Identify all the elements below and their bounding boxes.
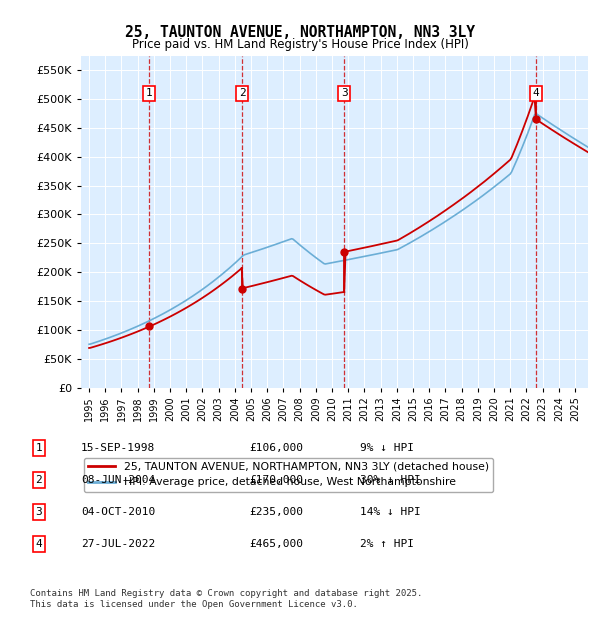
Text: 27-JUL-2022: 27-JUL-2022 — [81, 539, 155, 549]
Text: 08-JUN-2004: 08-JUN-2004 — [81, 475, 155, 485]
Text: £106,000: £106,000 — [249, 443, 303, 453]
Text: 4: 4 — [532, 88, 539, 99]
Text: 3: 3 — [341, 88, 347, 99]
Text: 2: 2 — [239, 88, 245, 99]
Legend: 25, TAUNTON AVENUE, NORTHAMPTON, NN3 3LY (detached house), HPI: Average price, d: 25, TAUNTON AVENUE, NORTHAMPTON, NN3 3LY… — [84, 458, 493, 492]
Text: Contains HM Land Registry data © Crown copyright and database right 2025.
This d: Contains HM Land Registry data © Crown c… — [30, 590, 422, 609]
Text: 9% ↓ HPI: 9% ↓ HPI — [360, 443, 414, 453]
Text: 15-SEP-1998: 15-SEP-1998 — [81, 443, 155, 453]
Text: 25, TAUNTON AVENUE, NORTHAMPTON, NN3 3LY: 25, TAUNTON AVENUE, NORTHAMPTON, NN3 3LY — [125, 25, 475, 40]
Text: 04-OCT-2010: 04-OCT-2010 — [81, 507, 155, 517]
Text: 30% ↓ HPI: 30% ↓ HPI — [360, 475, 421, 485]
Text: £170,000: £170,000 — [249, 475, 303, 485]
Text: £465,000: £465,000 — [249, 539, 303, 549]
Text: 2: 2 — [35, 475, 43, 485]
Text: 14% ↓ HPI: 14% ↓ HPI — [360, 507, 421, 517]
Text: 2% ↑ HPI: 2% ↑ HPI — [360, 539, 414, 549]
Text: 1: 1 — [35, 443, 43, 453]
Text: 1: 1 — [146, 88, 152, 99]
Text: 4: 4 — [35, 539, 43, 549]
Text: £235,000: £235,000 — [249, 507, 303, 517]
Text: Price paid vs. HM Land Registry's House Price Index (HPI): Price paid vs. HM Land Registry's House … — [131, 38, 469, 51]
Text: 3: 3 — [35, 507, 43, 517]
